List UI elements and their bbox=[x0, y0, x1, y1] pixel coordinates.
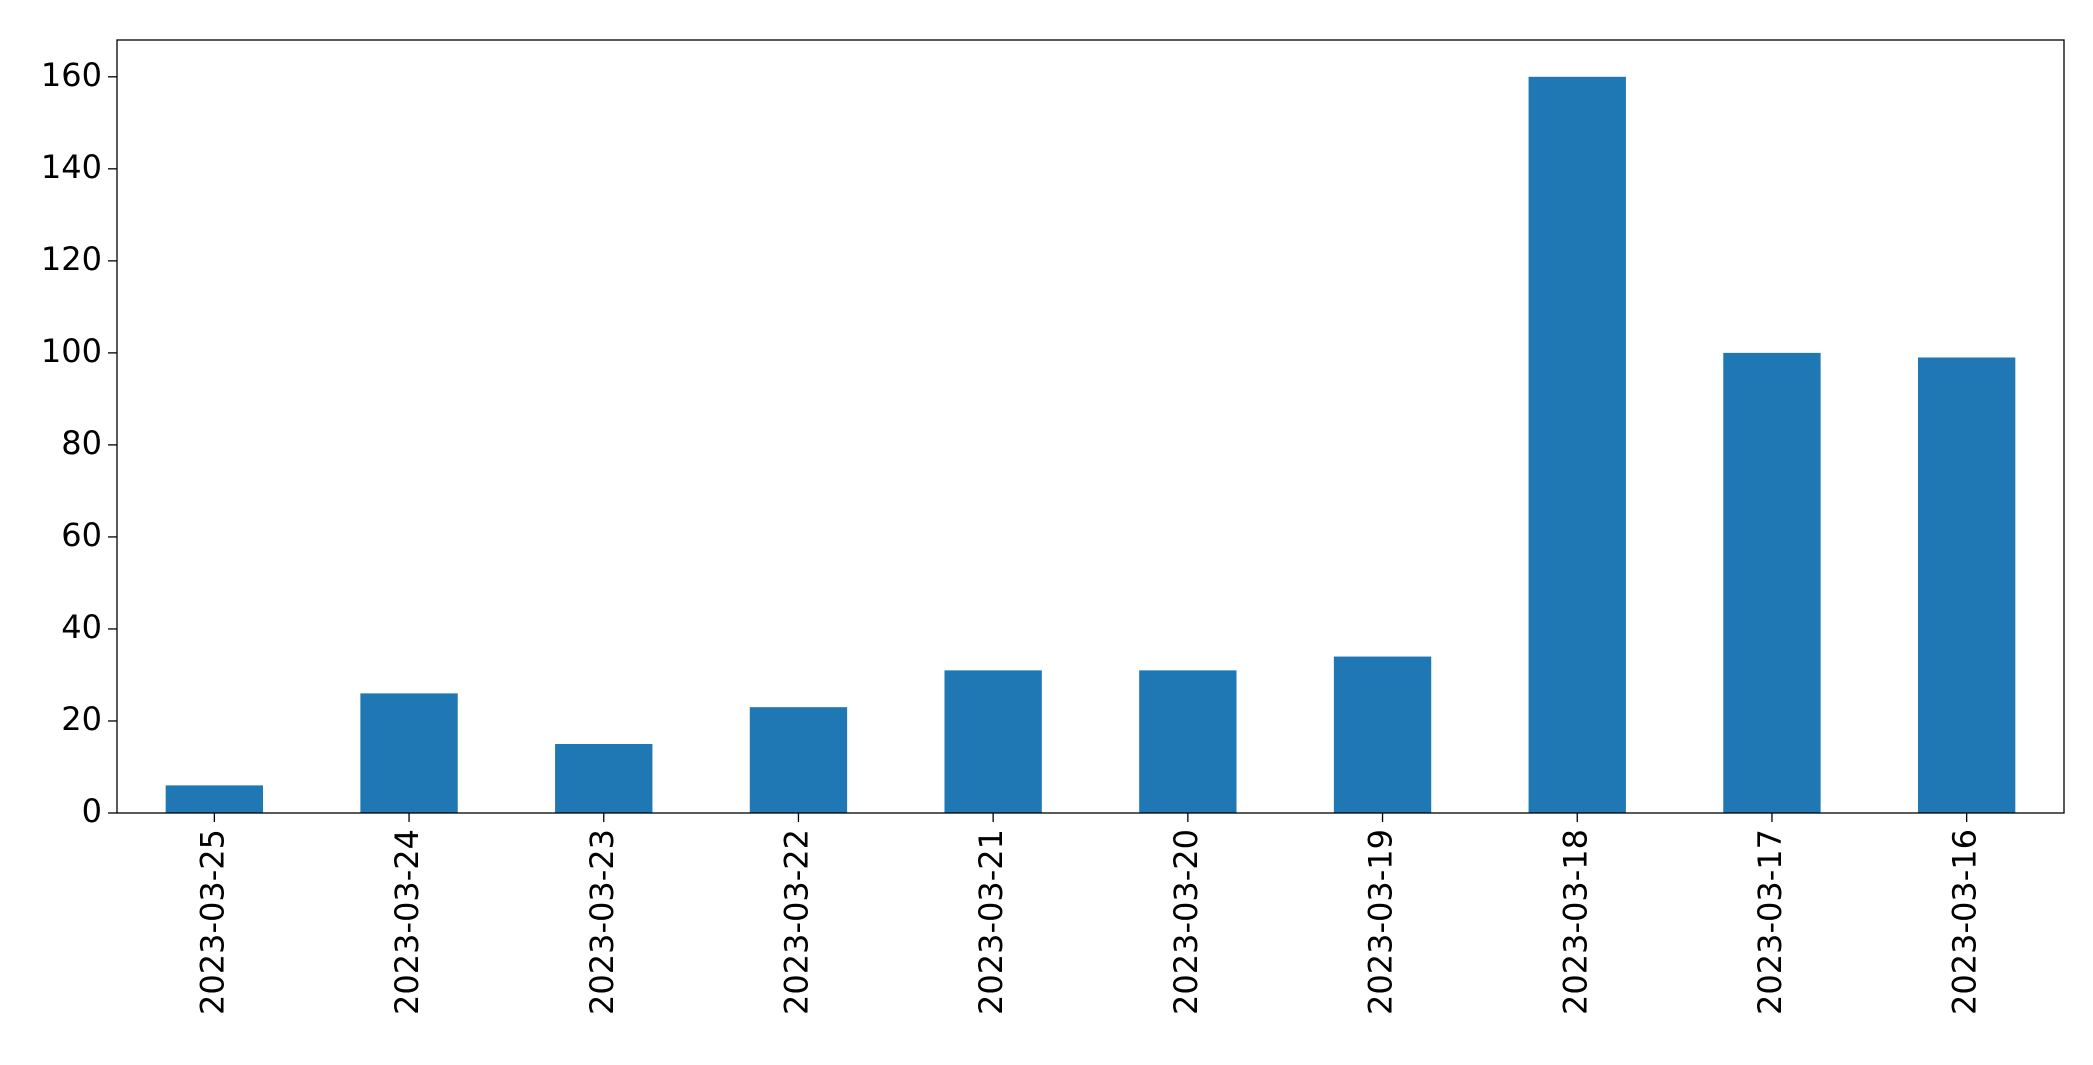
bar bbox=[555, 743, 653, 813]
y-tick-label: 100 bbox=[41, 332, 102, 370]
x-tick-label: 2023-03-16 bbox=[1946, 829, 1984, 1015]
bar bbox=[360, 693, 458, 813]
x-tick-label: 2023-03-19 bbox=[1362, 829, 1400, 1015]
x-tick-label: 2023-03-18 bbox=[1556, 829, 1594, 1015]
plot-frame bbox=[116, 39, 2065, 814]
y-tick-label: 0 bbox=[82, 792, 102, 830]
bar bbox=[1333, 656, 1432, 813]
y-tick-label: 40 bbox=[61, 608, 102, 646]
y-tick-label: 160 bbox=[41, 56, 102, 94]
bar bbox=[1528, 76, 1626, 814]
x-tick-label: 2023-03-22 bbox=[777, 829, 815, 1015]
x-tick-label: 2023-03-24 bbox=[388, 829, 426, 1015]
y-tick-label: 20 bbox=[61, 700, 102, 738]
bar bbox=[749, 707, 848, 813]
x-tick-label: 2023-03-23 bbox=[583, 829, 621, 1015]
bar bbox=[1723, 352, 1821, 813]
y-tick-label: 60 bbox=[61, 516, 102, 554]
x-tick-label: 2023-03-20 bbox=[1167, 829, 1205, 1015]
bar bbox=[1139, 670, 1237, 813]
x-tick-label: 2023-03-25 bbox=[193, 829, 231, 1015]
y-tick-label: 120 bbox=[41, 240, 102, 278]
bar bbox=[165, 785, 264, 813]
x-tick-label: 2023-03-17 bbox=[1751, 829, 1789, 1015]
y-tick-label: 80 bbox=[61, 424, 102, 462]
x-tick-label: 2023-03-21 bbox=[972, 829, 1010, 1015]
bar bbox=[1917, 357, 2016, 813]
bar bbox=[944, 670, 1042, 813]
y-tick-label: 140 bbox=[41, 148, 102, 186]
